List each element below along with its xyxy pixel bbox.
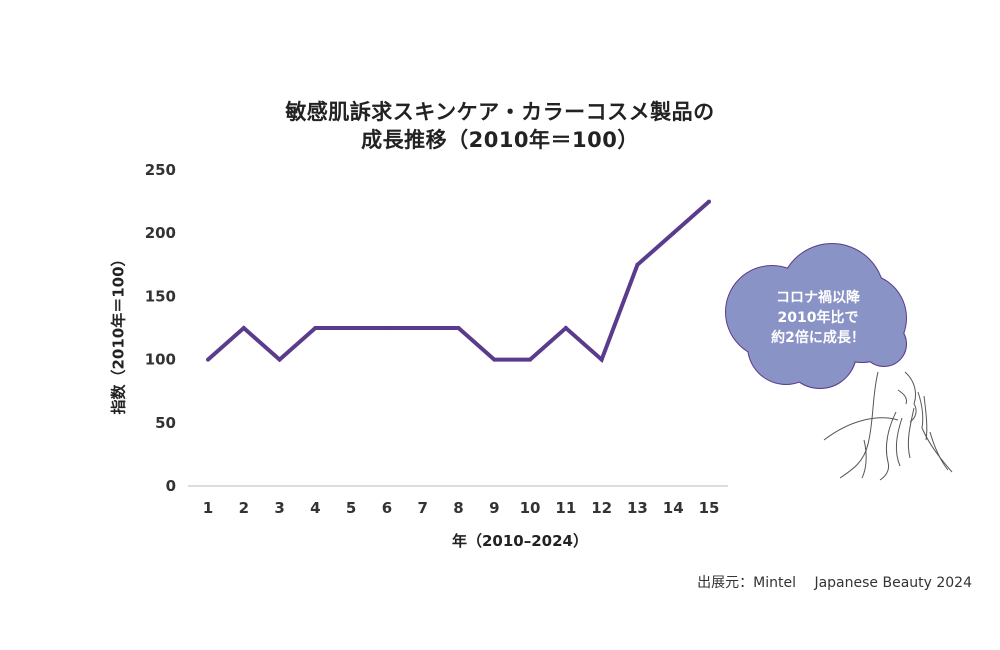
- cloud-lobe: [862, 322, 906, 366]
- y-tick-label: 100: [145, 351, 176, 369]
- x-tick-label: 5: [346, 499, 356, 517]
- x-tick-label: 13: [627, 499, 648, 517]
- callout-line-2: 2010年比で: [777, 310, 859, 326]
- y-axis-label: 指数（2010年＝100）: [109, 251, 128, 415]
- x-tick-label: 2: [239, 499, 249, 517]
- callout-text: コロナ禍以降 2010年比で 約2倍に成長！: [748, 288, 888, 348]
- cloud-lobe: [784, 316, 856, 388]
- chart-title-line-1: 敏感肌訴求スキンケア・カラーコスメ製品の: [285, 100, 715, 124]
- x-tick-label: 9: [489, 499, 499, 517]
- data-point: [492, 357, 497, 362]
- x-tick-label: 3: [274, 499, 284, 517]
- x-tick-label: 7: [417, 499, 427, 517]
- data-point: [384, 326, 389, 330]
- callout-line-1: コロナ禍以降: [776, 290, 860, 306]
- x-tick-label: 11: [555, 499, 576, 517]
- y-tick-label: 200: [145, 224, 176, 242]
- x-tick-label: 1: [203, 499, 213, 517]
- data-point: [599, 357, 604, 362]
- x-tick-label: 10: [520, 499, 541, 517]
- source-note: 出展元：Mintel Japanese Beauty 2024: [697, 575, 972, 591]
- x-axis-label: 年（2010–2024）: [452, 532, 588, 550]
- data-point: [456, 326, 461, 330]
- data-point: [241, 326, 246, 330]
- x-tick-label: 4: [310, 499, 320, 517]
- chart-title-line-2: 成長推移（2010年＝100）: [361, 128, 639, 152]
- x-tick-label: 6: [382, 499, 392, 517]
- callout-cloud-fill: [726, 244, 906, 388]
- x-tick-label: 14: [663, 499, 684, 517]
- data-point: [313, 326, 318, 330]
- y-tick-label: 150: [145, 287, 176, 305]
- data-point: [563, 326, 568, 330]
- data-point: [349, 326, 354, 330]
- x-tick-label: 12: [591, 499, 612, 517]
- data-point: [635, 262, 640, 267]
- data-point: [277, 357, 282, 362]
- callout-line-3: 約2倍に成長！: [771, 330, 865, 346]
- face-lineart: [823, 371, 953, 481]
- x-tick-label: 8: [453, 499, 463, 517]
- data-point: [528, 357, 533, 362]
- x-tick-label: 15: [699, 499, 720, 517]
- y-tick-label: 50: [155, 414, 176, 432]
- data-point: [671, 231, 676, 236]
- y-tick-label: 250: [145, 161, 176, 179]
- series-line: [206, 200, 711, 364]
- data-point: [420, 326, 425, 330]
- y-tick-label: 0: [166, 477, 176, 495]
- data-point: [206, 357, 210, 362]
- x-tick-labels: 1 2 3 4 5 6 7 8 9 10 11 12 13 14 15: [203, 499, 720, 517]
- y-tick-labels: 0 50 100 150 200 250: [145, 161, 176, 495]
- data-point: [707, 199, 711, 204]
- callout-illustration: [725, 243, 953, 481]
